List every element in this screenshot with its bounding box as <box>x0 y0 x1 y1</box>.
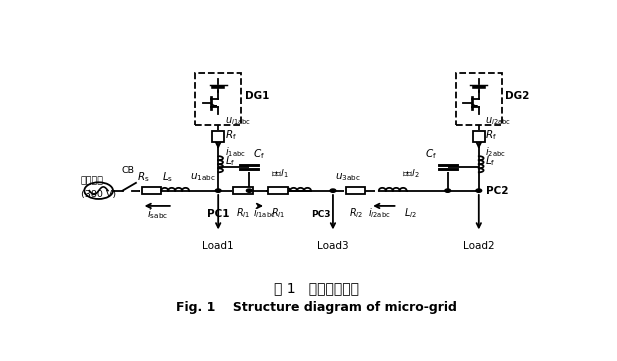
Text: $R_{l1}$: $R_{l1}$ <box>236 206 250 220</box>
Bar <box>233 187 252 194</box>
Text: $L_{l2}$: $L_{l2}$ <box>405 206 417 220</box>
Text: $u_{\mathrm{3abc}}$: $u_{\mathrm{3abc}}$ <box>336 171 361 183</box>
Text: $C_{\mathrm{f}}$: $C_{\mathrm{f}}$ <box>253 148 265 161</box>
Bar <box>456 73 502 125</box>
Circle shape <box>215 189 221 192</box>
Circle shape <box>445 189 450 192</box>
Text: PC1: PC1 <box>207 209 230 219</box>
Text: Load2: Load2 <box>463 241 495 251</box>
Text: $i_{\mathrm{1abc}}$: $i_{\mathrm{1abc}}$ <box>225 145 246 158</box>
Text: $u_{\mathrm{1abc}}$: $u_{\mathrm{1abc}}$ <box>190 171 216 183</box>
Text: 图 1   微电网结构图: 图 1 微电网结构图 <box>274 281 358 295</box>
Circle shape <box>330 189 336 192</box>
Text: 交流网络: 交流网络 <box>81 177 104 186</box>
Bar <box>473 131 485 142</box>
Text: 线路$l_2$: 线路$l_2$ <box>402 168 420 180</box>
Text: $R_{\mathrm{s}}$: $R_{\mathrm{s}}$ <box>137 170 150 184</box>
Text: $R_{\mathrm{f}}$: $R_{\mathrm{f}}$ <box>486 128 497 142</box>
Text: $i_{\mathrm{2abc}}$: $i_{\mathrm{2abc}}$ <box>486 145 507 158</box>
Text: PC2: PC2 <box>486 186 508 196</box>
Circle shape <box>476 189 482 192</box>
Text: $u_{i\mathrm{2abc}}$: $u_{i\mathrm{2abc}}$ <box>486 116 511 127</box>
Text: 线路$l_1$: 线路$l_1$ <box>271 168 289 180</box>
Bar <box>196 73 241 125</box>
Text: $R_{l2}$: $R_{l2}$ <box>349 206 363 220</box>
Text: $L_{\mathrm{f}}$: $L_{\mathrm{f}}$ <box>486 155 496 168</box>
Text: Fig. 1    Structure diagram of micro-grid: Fig. 1 Structure diagram of micro-grid <box>176 301 457 314</box>
Text: (380 V): (380 V) <box>81 190 116 199</box>
Bar <box>346 187 365 194</box>
Text: Load3: Load3 <box>317 241 349 251</box>
Text: CB: CB <box>122 166 135 175</box>
Text: $R_{\mathrm{f}}$: $R_{\mathrm{f}}$ <box>225 128 237 142</box>
Text: $i_{l\mathrm{2abc}}$: $i_{l\mathrm{2abc}}$ <box>368 206 391 220</box>
Text: $L_{\mathrm{s}}$: $L_{\mathrm{s}}$ <box>162 170 173 184</box>
Bar <box>212 131 224 142</box>
Circle shape <box>246 189 252 192</box>
Text: $i_{\mathrm{sabc}}$: $i_{\mathrm{sabc}}$ <box>147 207 168 221</box>
Text: $u_{i\mathrm{1abc}}$: $u_{i\mathrm{1abc}}$ <box>225 116 251 127</box>
Text: DG1: DG1 <box>245 91 269 101</box>
Text: $i_{l\mathrm{1abc}}$: $i_{l\mathrm{1abc}}$ <box>253 206 276 220</box>
Text: $R_{l1}$: $R_{l1}$ <box>271 206 285 220</box>
Text: Load1: Load1 <box>202 241 234 251</box>
Bar <box>142 187 161 194</box>
Bar <box>268 187 288 194</box>
Text: PC3: PC3 <box>311 210 331 219</box>
Text: $C_{\mathrm{f}}$: $C_{\mathrm{f}}$ <box>424 148 437 161</box>
Text: DG2: DG2 <box>505 91 530 101</box>
Text: $L_{\mathrm{f}}$: $L_{\mathrm{f}}$ <box>225 155 235 168</box>
